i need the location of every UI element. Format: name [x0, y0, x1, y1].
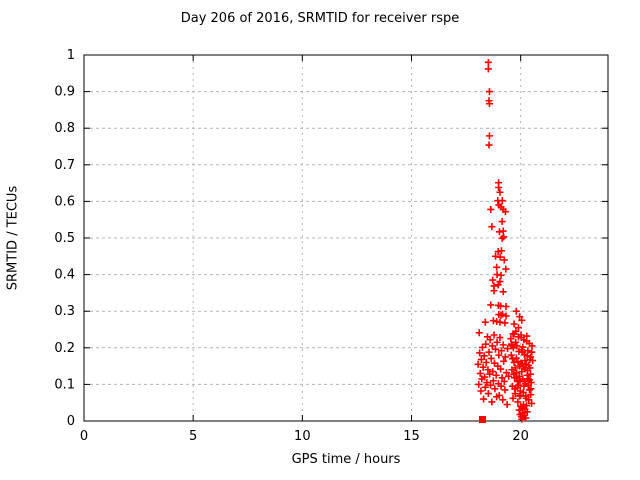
x-axis-label: GPS time / hours	[291, 452, 401, 467]
svg-text:0.7: 0.7	[54, 158, 75, 173]
svg-text:5: 5	[189, 429, 197, 444]
svg-text:0.3: 0.3	[54, 304, 75, 319]
svg-text:0.8: 0.8	[54, 121, 75, 136]
svg-text:0.9: 0.9	[54, 85, 75, 100]
chart-title: Day 206 of 2016, SRMTID for receiver rsp…	[180, 11, 460, 26]
svg-text:0.4: 0.4	[54, 268, 75, 283]
svg-text:15: 15	[403, 429, 420, 444]
svg-text:0.1: 0.1	[54, 377, 75, 392]
svg-text:0: 0	[80, 429, 88, 444]
svg-text:0.5: 0.5	[54, 231, 75, 246]
svg-text:0.6: 0.6	[54, 194, 75, 209]
svg-text:1: 1	[67, 48, 75, 63]
svg-text:0: 0	[67, 414, 75, 429]
svg-text:20: 20	[512, 429, 529, 444]
svg-text:0.2: 0.2	[54, 341, 75, 356]
svg-text:10: 10	[294, 429, 311, 444]
